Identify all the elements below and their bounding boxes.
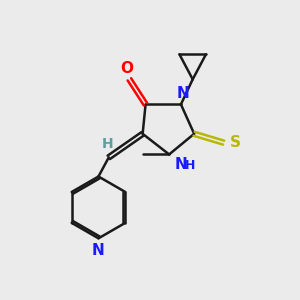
Text: N: N (92, 243, 105, 258)
Text: S: S (230, 135, 241, 150)
Text: O: O (120, 61, 133, 76)
Text: H: H (101, 137, 113, 152)
Text: N: N (177, 86, 190, 101)
Text: N: N (174, 157, 187, 172)
Text: H: H (185, 159, 196, 172)
